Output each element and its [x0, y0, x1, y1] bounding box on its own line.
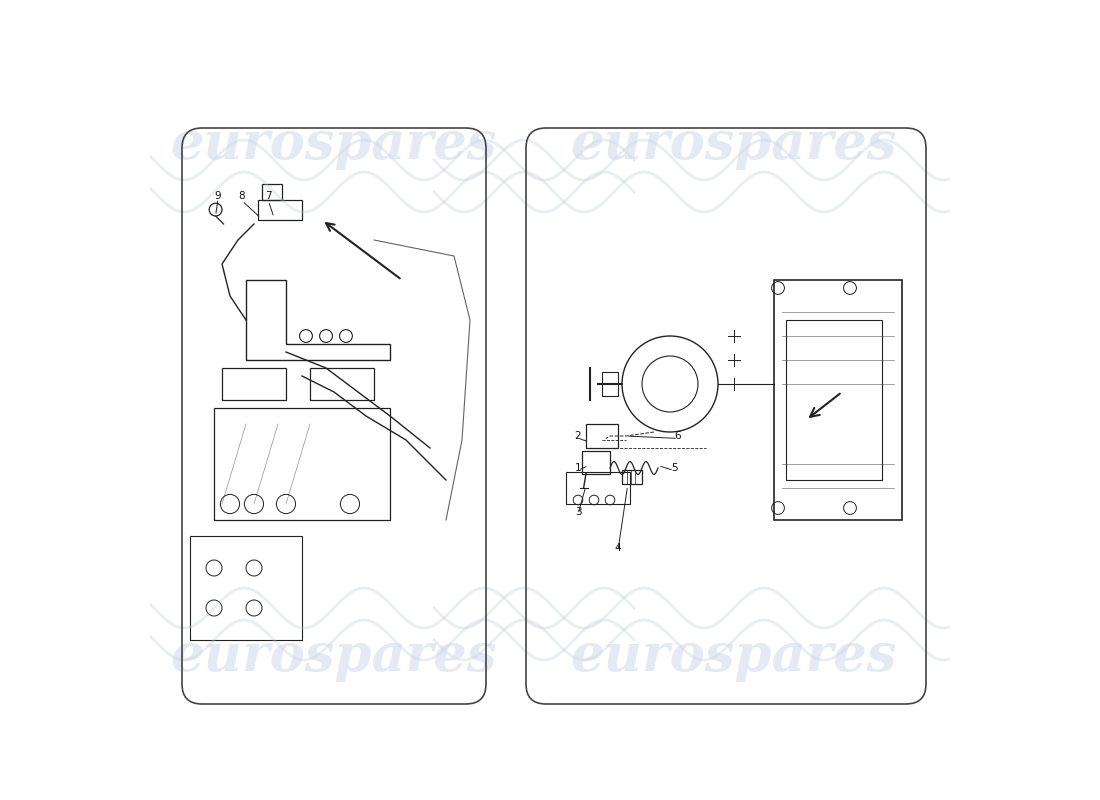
Bar	[190, 536, 302, 640]
Text: 9: 9	[214, 191, 221, 201]
Text: eurospares: eurospares	[571, 118, 898, 170]
Bar	[582, 451, 610, 474]
Text: 5: 5	[671, 463, 678, 473]
Bar	[602, 372, 618, 396]
Text: 7: 7	[265, 191, 272, 201]
Bar	[258, 200, 303, 220]
Text: 1: 1	[574, 463, 581, 473]
Text: eurospares: eurospares	[170, 118, 497, 170]
Bar	[621, 470, 642, 484]
Bar	[222, 368, 286, 400]
Text: 2: 2	[574, 431, 581, 441]
Bar	[786, 320, 882, 480]
Bar	[214, 408, 390, 520]
Bar	[310, 368, 374, 400]
Text: 6: 6	[674, 431, 681, 441]
Bar	[566, 472, 630, 504]
Text: 8: 8	[239, 191, 245, 201]
Text: 4: 4	[615, 543, 622, 553]
Bar	[774, 280, 902, 520]
Bar	[586, 424, 618, 448]
Text: 3: 3	[574, 507, 581, 517]
Text: eurospares: eurospares	[571, 630, 898, 682]
Text: eurospares: eurospares	[170, 630, 497, 682]
